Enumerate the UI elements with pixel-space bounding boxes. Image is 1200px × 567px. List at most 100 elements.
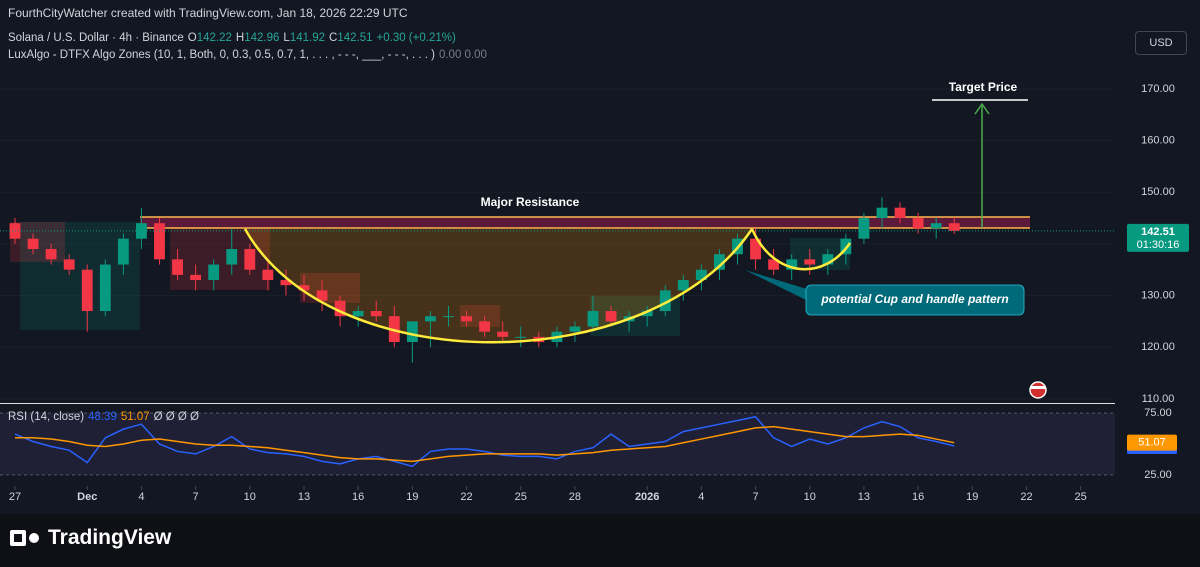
callout-pointer [745,270,810,300]
candle-body [117,238,129,265]
candle-body [388,316,400,343]
candle-body [948,223,960,231]
callout-text: potential Cup and handle pattern [820,292,1008,306]
ohlc-value: 142.22 [196,32,232,44]
ohlc-label: C [329,32,338,44]
indicator-legend: LuxAlgo - DTFX Algo Zones (10, 1, Both, … [8,49,491,61]
x-tick-label: 4 [698,491,704,503]
change: +0.30 (+0.21%) [376,32,456,44]
x-tick-label: 7 [752,491,758,503]
x-tick-label: 2026 [635,491,659,503]
candle-body [569,326,581,332]
brand-icon-cut [14,534,22,542]
price-legend: Solana / U.S. Dollar · 4h · Binance O142.… [8,32,460,44]
candle-body [750,238,761,260]
rsi-band [0,413,1115,475]
candle-body [587,311,599,327]
indicator-values: 0.00 0.00 [438,49,487,61]
x-tick-label: 16 [352,491,364,503]
candle-body [443,316,454,318]
footer-band [0,514,1200,567]
candle-body [226,249,238,265]
rsi-line [14,425,955,463]
y-tick-label: 110.00 [1142,393,1175,405]
candle-body [786,259,798,270]
candle-body [208,264,220,281]
rsi-value: 48.39 [88,411,117,423]
candle-body [930,223,942,229]
candle-body [768,259,780,270]
x-tick-label: 4 [138,491,144,503]
candle-body [406,321,418,343]
x-tick-label: 19 [966,491,978,503]
rsi-legend: RSI (14, close) 48.39 51.07 Ø Ø Ø Ø [8,411,203,423]
rsi-line [14,415,955,468]
x-tick-label: 10 [804,491,816,503]
x-tick-label: 13 [858,491,870,503]
x-tick-label: 28 [569,491,581,503]
rsi-extra: Ø Ø Ø Ø [153,411,199,423]
candle-body [154,223,165,260]
brand: TradingView [48,526,172,549]
y-tick-label: 160.00 [1141,134,1175,146]
candle-body [99,264,111,312]
candle-body [858,218,870,239]
callout-box [805,284,1025,316]
candle-body [27,238,39,250]
candle-body [280,280,292,286]
candle-body [822,254,834,265]
x-tick-label: 7 [193,491,199,503]
ohlc-value: 142.96 [244,32,280,44]
ohlc-value: 142.51 [337,32,373,44]
x-tick-label: 22 [460,491,472,503]
handle-curve [750,228,852,271]
x-tick-label: 25 [515,491,527,503]
countdown: 01:30:16 [1137,239,1180,251]
currency-button[interactable]: USD [1135,31,1187,55]
candle-body [9,223,21,239]
y-tick-label: 120.00 [1141,341,1175,353]
candle-body [641,311,653,317]
rsi-tag [1127,434,1177,451]
x-tick-label: 27 [9,491,21,503]
candle-body [262,269,274,281]
candle-body [352,311,364,317]
candle-body [840,238,852,255]
x-tick-label: Dec [77,491,97,503]
candle-body [497,331,509,337]
ohlc-label: L [283,32,290,44]
candle-body [659,290,671,312]
x-tick-label: 19 [406,491,418,503]
x-tick-label: 25 [1075,491,1087,503]
arrow-head [974,102,990,115]
ohlc-label: H [235,32,245,44]
rsi-title: RSI (14, close) [8,411,85,423]
supply-zone [300,273,360,303]
indicator-name: LuxAlgo - DTFX Algo Zones (10, 1, Both, … [8,49,435,61]
candle-body [298,285,310,291]
candle-body [804,259,816,265]
x-tick-label: 22 [1020,491,1032,503]
rsi-tag-value: 51.07 [1138,437,1166,449]
y-tick-label: 150.00 [1141,186,1175,198]
ohlc-value: 141.92 [289,32,326,44]
candle-body [714,254,725,270]
candle-body [334,300,346,317]
price-tag [1127,223,1189,252]
x-tick-label: 16 [912,491,924,503]
candle-body [894,207,906,219]
candle-body [677,280,689,291]
candle-body [370,311,382,317]
candle-body [515,336,527,338]
y-tick-label: 170.00 [1141,83,1175,95]
event-flag-stripe [1031,386,1045,389]
rsi-tick-label: 75.00 [1144,407,1172,419]
x-tick-label: 13 [298,491,310,503]
candle-body [63,259,75,270]
candle-body [172,259,183,275]
candle-body [876,207,888,219]
brand-icon-dot [29,533,39,543]
event-flag [1029,381,1047,399]
